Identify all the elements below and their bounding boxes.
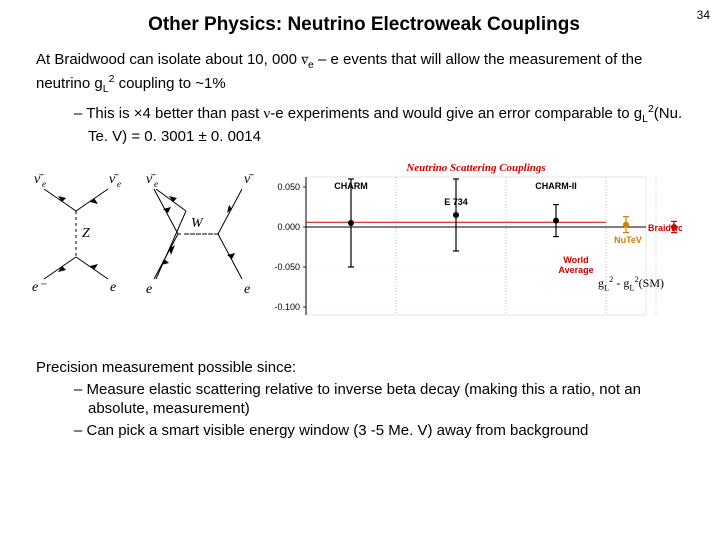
intro-text: At Braidwood can isolate about 10, 000 _… [36,50,692,96]
svg-text:e: e [117,179,121,189]
svg-text:ν̄: ν̄ [244,172,254,187]
feynman-svg: ν̄ e ν̄ e e⁻ e Z [26,161,256,311]
feynman-diagrams: ν̄ e ν̄ e e⁻ e Z [26,161,256,311]
svg-text:e: e [146,282,152,297]
svg-text:NuTeV: NuTeV [614,235,642,245]
page-number: 34 [697,8,710,22]
svg-text:0.050: 0.050 [277,182,300,192]
bullet-1: – This is ×4 better than past ν-e experi… [74,102,692,146]
svg-text:E 734: E 734 [444,197,468,207]
intro-c: coupling to ~1% [114,75,225,92]
svg-text:W: W [191,216,204,231]
svg-text:-0.100: -0.100 [274,302,300,312]
svg-text:World: World [563,255,588,265]
svg-text:e⁻: e⁻ [32,280,47,295]
svg-text:e: e [110,280,116,295]
intro-a: At Braidwood can isolate about 10, 000 [36,51,301,68]
svg-text:Braidwood: Braidwood [648,223,682,233]
bottom-bullet-1: – Measure elastic scattering relative to… [74,380,692,419]
b1-b: -e experiments and would give an error c… [270,105,642,122]
svg-text:e: e [244,282,250,297]
svg-text:e: e [42,179,46,189]
svg-text:Z: Z [82,226,90,241]
b1-a: – This is ×4 better than past [74,105,263,122]
svg-text:e: e [154,179,158,189]
scatter-chart: Neutrino Scattering Couplings 0.050 0.000 -… [262,155,692,345]
svg-text:0.000: 0.000 [277,222,300,232]
bottom-bullet-2: – Can pick a smart visible energy window… [74,421,692,441]
svg-text:-0.050: -0.050 [274,262,300,272]
svg-text:Average: Average [558,265,593,275]
figures-row: ν̄ e ν̄ e e⁻ e Z [36,161,692,345]
slide-title: Other Physics: Neutrino Electroweak Coup… [36,14,692,36]
axis-label: gL2 - gL2(SM) [598,275,664,292]
chart-svg: Neutrino Scattering Couplings 0.050 0.000 -… [262,155,682,345]
svg-text:Neutrino Scattering Couplings: Neutrino Scattering Couplings [405,162,545,174]
bottom-heading: Precision measurement possible since: [36,359,692,376]
svg-text:CHARM: CHARM [334,181,368,191]
nu-bar-e: _νe [301,51,314,68]
svg-text:CHARM-II: CHARM-II [535,181,577,191]
